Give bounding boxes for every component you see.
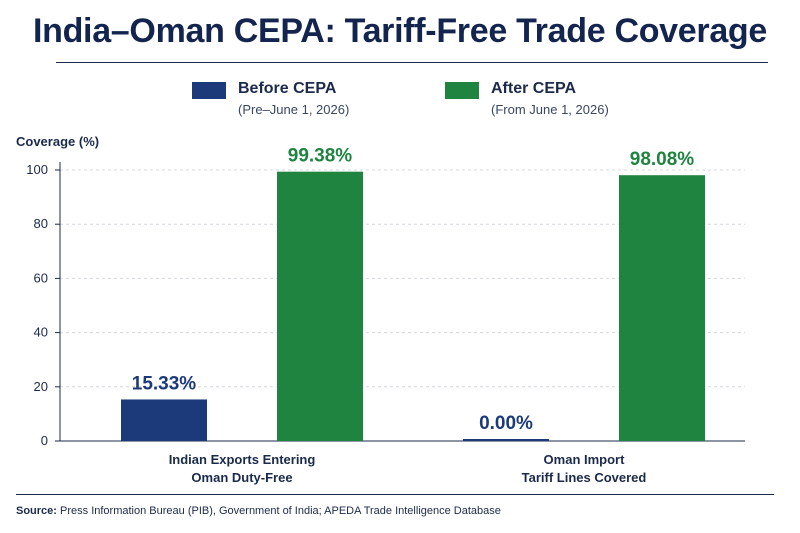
title-divider bbox=[56, 62, 768, 63]
legend-swatch-before bbox=[192, 82, 226, 99]
y-tick-label-40: 40 bbox=[34, 325, 48, 340]
data-label-after-cat1: 98.08% bbox=[630, 149, 695, 170]
y-tick-label-0: 0 bbox=[41, 433, 48, 448]
source-divider bbox=[16, 494, 774, 495]
y-tick-label-80: 80 bbox=[34, 216, 48, 231]
y-tick-label-60: 60 bbox=[34, 270, 48, 285]
legend-label-before: Before CEPA bbox=[238, 80, 337, 97]
x-category-label-0-line1: Oman Duty-Free bbox=[191, 470, 292, 485]
y-tick-label-20: 20 bbox=[34, 379, 48, 394]
data-label-after-cat0: 99.38% bbox=[288, 146, 353, 167]
legend-sublabel-before: (Pre–June 1, 2026) bbox=[238, 102, 350, 117]
legend-swatch-after bbox=[445, 82, 479, 99]
bar-before-cat0 bbox=[121, 399, 207, 441]
source-text: Press Information Bureau (PIB), Governme… bbox=[60, 505, 501, 517]
x-category-label-1-line1: Tariff Lines Covered bbox=[522, 470, 647, 485]
bar-after-cat0 bbox=[277, 171, 363, 441]
x-category-label-0-line0: Indian Exports Entering bbox=[169, 452, 316, 467]
data-label-before-cat1: 0.00% bbox=[479, 413, 533, 434]
source-label: Source: bbox=[16, 505, 57, 517]
legend-label-after: After CEPA bbox=[491, 80, 577, 97]
chart-title: India–Oman CEPA: Tariff-Free Trade Cover… bbox=[32, 12, 768, 50]
bar-before-cat1 bbox=[463, 439, 549, 441]
x-category-label-1-line0: Oman Import bbox=[544, 452, 626, 467]
data-label-before-cat0: 15.33% bbox=[132, 373, 197, 394]
source-note: Source: Press Information Bureau (PIB), … bbox=[16, 505, 501, 517]
y-axis-label: Coverage (%) bbox=[16, 134, 100, 149]
legend-sublabel-after: (From June 1, 2026) bbox=[491, 102, 609, 117]
bar-after-cat1 bbox=[619, 175, 705, 442]
y-tick-label-100: 100 bbox=[26, 162, 48, 177]
